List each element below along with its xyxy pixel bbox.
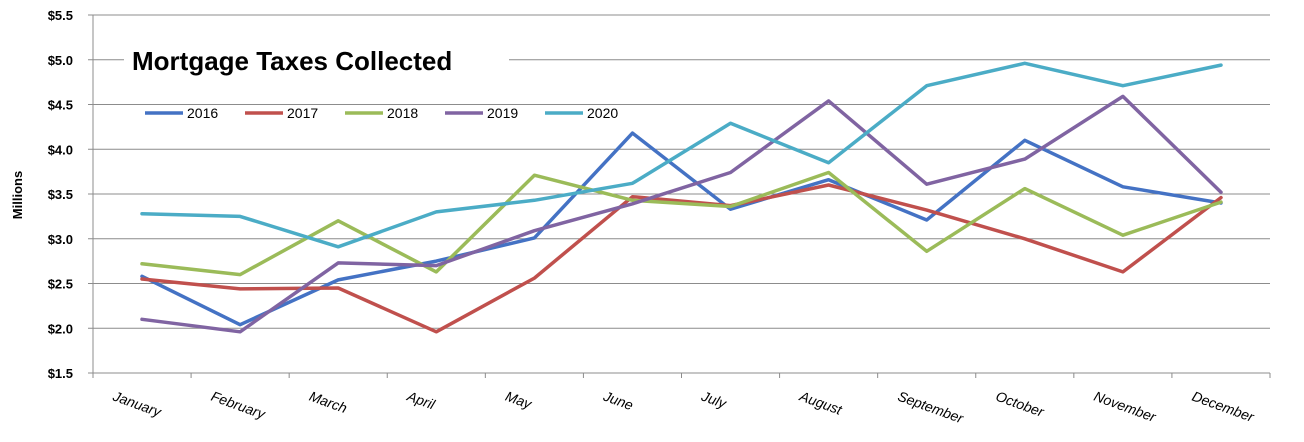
y-tick-label: $4.5 [48,98,73,113]
x-tick-label: February [209,388,268,423]
x-tick-label: April [404,387,438,412]
y-tick-label: $5.0 [48,53,73,68]
x-tick-label: September [896,388,967,427]
y-tick-labels: $1.5 $2.0 $2.5 $3.0 $3.5 $4.0 $4.5 $5.0 $5.5 [48,8,73,381]
chart-title: Mortgage Taxes Collected [132,46,452,76]
legend-label: 2020 [587,105,618,121]
legend-label: 2017 [287,105,318,121]
x-tick-label: July [699,387,730,411]
y-tick-label: $3.5 [48,187,73,202]
legend-label: 2019 [487,105,518,121]
y-tick-label: $2.0 [48,321,73,336]
legend: 2016 2017 2018 2019 2020 [145,105,618,121]
y-tick-label: $4.0 [48,142,73,157]
y-tick-label: $3.0 [48,232,73,247]
x-tick-label: November [1092,388,1159,426]
x-tick-labels: January February March April May June July Augu… [110,387,1257,426]
chart-title-background [124,40,509,80]
y-axis-title: Millions [10,171,25,219]
series-line-2018 [140,170,1223,277]
gridlines [88,14,1270,374]
legend-label: 2018 [387,105,418,121]
y-tick-label: $2.5 [48,277,73,292]
series-lines [140,61,1223,334]
y-tick-label: $1.5 [48,366,73,381]
series-line-2020 [140,61,1223,249]
title-group: Mortgage Taxes Collected [124,40,509,80]
legend-label: 2016 [187,105,218,121]
x-tick-label: December [1190,388,1257,426]
x-tick-label: January [110,387,164,420]
series-line-2019 [140,94,1223,334]
x-tick-label: August [797,387,845,418]
y-tick-label: $5.5 [48,8,73,23]
series-line-2016 [140,131,1223,327]
x-tick-label: October [994,388,1048,421]
x-tick-label: June [600,387,635,413]
series-line-2017 [140,183,1223,334]
x-tick-label: March [307,388,349,416]
x-tick-label: May [503,388,534,412]
axes [92,15,1271,378]
